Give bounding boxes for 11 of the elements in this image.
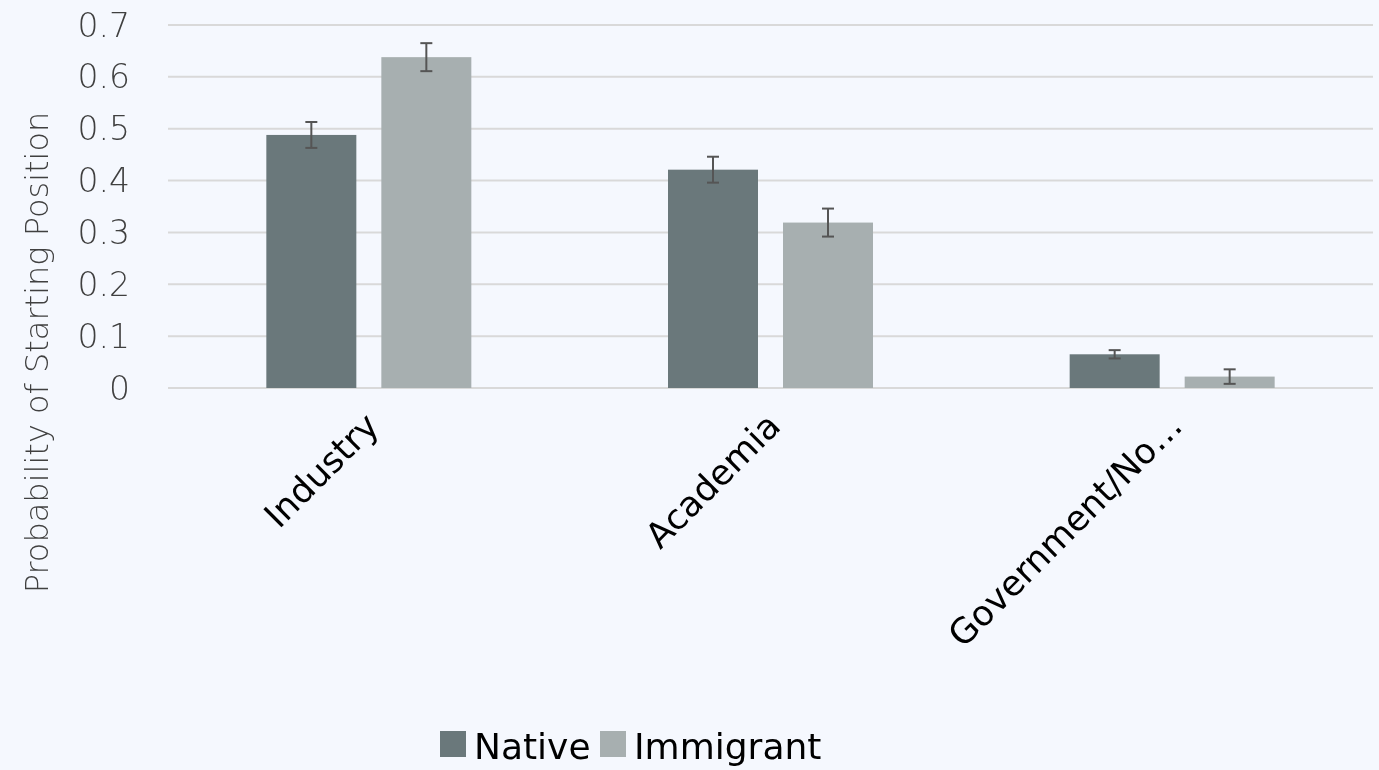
y-tick-label: 0.1 (77, 316, 130, 356)
legend-label: Immigrant (634, 725, 822, 767)
y-tick-label: 0 (109, 368, 130, 408)
y-tick-label: 0.3 (77, 212, 130, 252)
legend-label: Native (474, 725, 591, 767)
y-tick-label: 0.6 (77, 57, 130, 97)
y-tick-label: 0.7 (77, 5, 130, 45)
y-tick-label: 0.4 (77, 161, 130, 201)
y-axis-title: Probability of Starting Position (18, 111, 56, 594)
y-tick-label: 0.2 (77, 264, 130, 304)
y-tick-label: 0.5 (77, 109, 130, 149)
